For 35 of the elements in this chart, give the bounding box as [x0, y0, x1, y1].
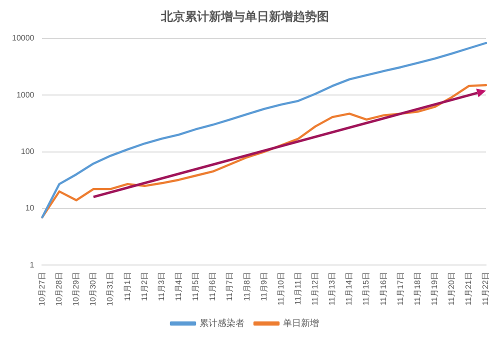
x-tick-label: 11月5日: [191, 272, 200, 301]
y-tick-label: 100: [20, 147, 35, 156]
x-tick-label: 10月30日: [88, 272, 98, 306]
y-tick-label: 1000: [16, 90, 35, 100]
x-tick-label: 11月14日: [344, 272, 354, 306]
x-tick-label: 11月21日: [464, 272, 474, 306]
x-tick-label: 10月29日: [72, 272, 81, 306]
y-tick-label: 10000: [12, 34, 35, 43]
x-tick-label: 11月13日: [328, 272, 337, 306]
x-tick-label: 11月20日: [447, 272, 456, 306]
x-tick-label: 11月17日: [396, 272, 405, 306]
chart-title: 北京累计新增与单日新增趋势图: [160, 9, 329, 24]
x-tick-label: 10月28日: [54, 272, 64, 306]
x-tick-label: 11月9日: [259, 272, 268, 301]
x-tick-label: 11月3日: [156, 272, 166, 301]
x-tick-label: 11月10日: [276, 272, 286, 306]
y-tick-label: 1: [30, 260, 35, 270]
x-tick-label: 11月8日: [242, 272, 252, 301]
x-tick-label: 11月15日: [362, 272, 371, 306]
x-tick-label: 10月31日: [106, 272, 115, 306]
x-tick-label: 11月1日: [122, 272, 132, 301]
x-tick-label: 11月12日: [310, 272, 320, 306]
x-tick-label: 11月11日: [293, 272, 302, 305]
x-tick-label: 11月7日: [225, 272, 234, 301]
x-tick-label: 11月6日: [208, 272, 218, 301]
legend-label: 单日新增: [283, 318, 319, 328]
x-tick-label: 11月4日: [174, 272, 183, 301]
y-tick-label: 10: [25, 204, 35, 213]
x-tick-label: 11月19日: [430, 272, 439, 306]
x-tick-label: 11月22日: [481, 272, 490, 306]
legend-label: 累计感染者: [200, 318, 244, 328]
x-tick-label: 11月16日: [378, 272, 388, 306]
x-tick-label: 10月27日: [37, 272, 46, 306]
x-tick-label: 11月2日: [140, 272, 149, 301]
x-tick-label: 11月18日: [412, 272, 422, 306]
